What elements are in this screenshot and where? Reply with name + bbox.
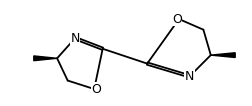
Polygon shape xyxy=(211,53,235,57)
Text: N: N xyxy=(70,32,80,45)
Text: O: O xyxy=(172,13,182,26)
Polygon shape xyxy=(34,56,57,61)
Text: O: O xyxy=(91,83,101,96)
Text: N: N xyxy=(185,70,194,83)
